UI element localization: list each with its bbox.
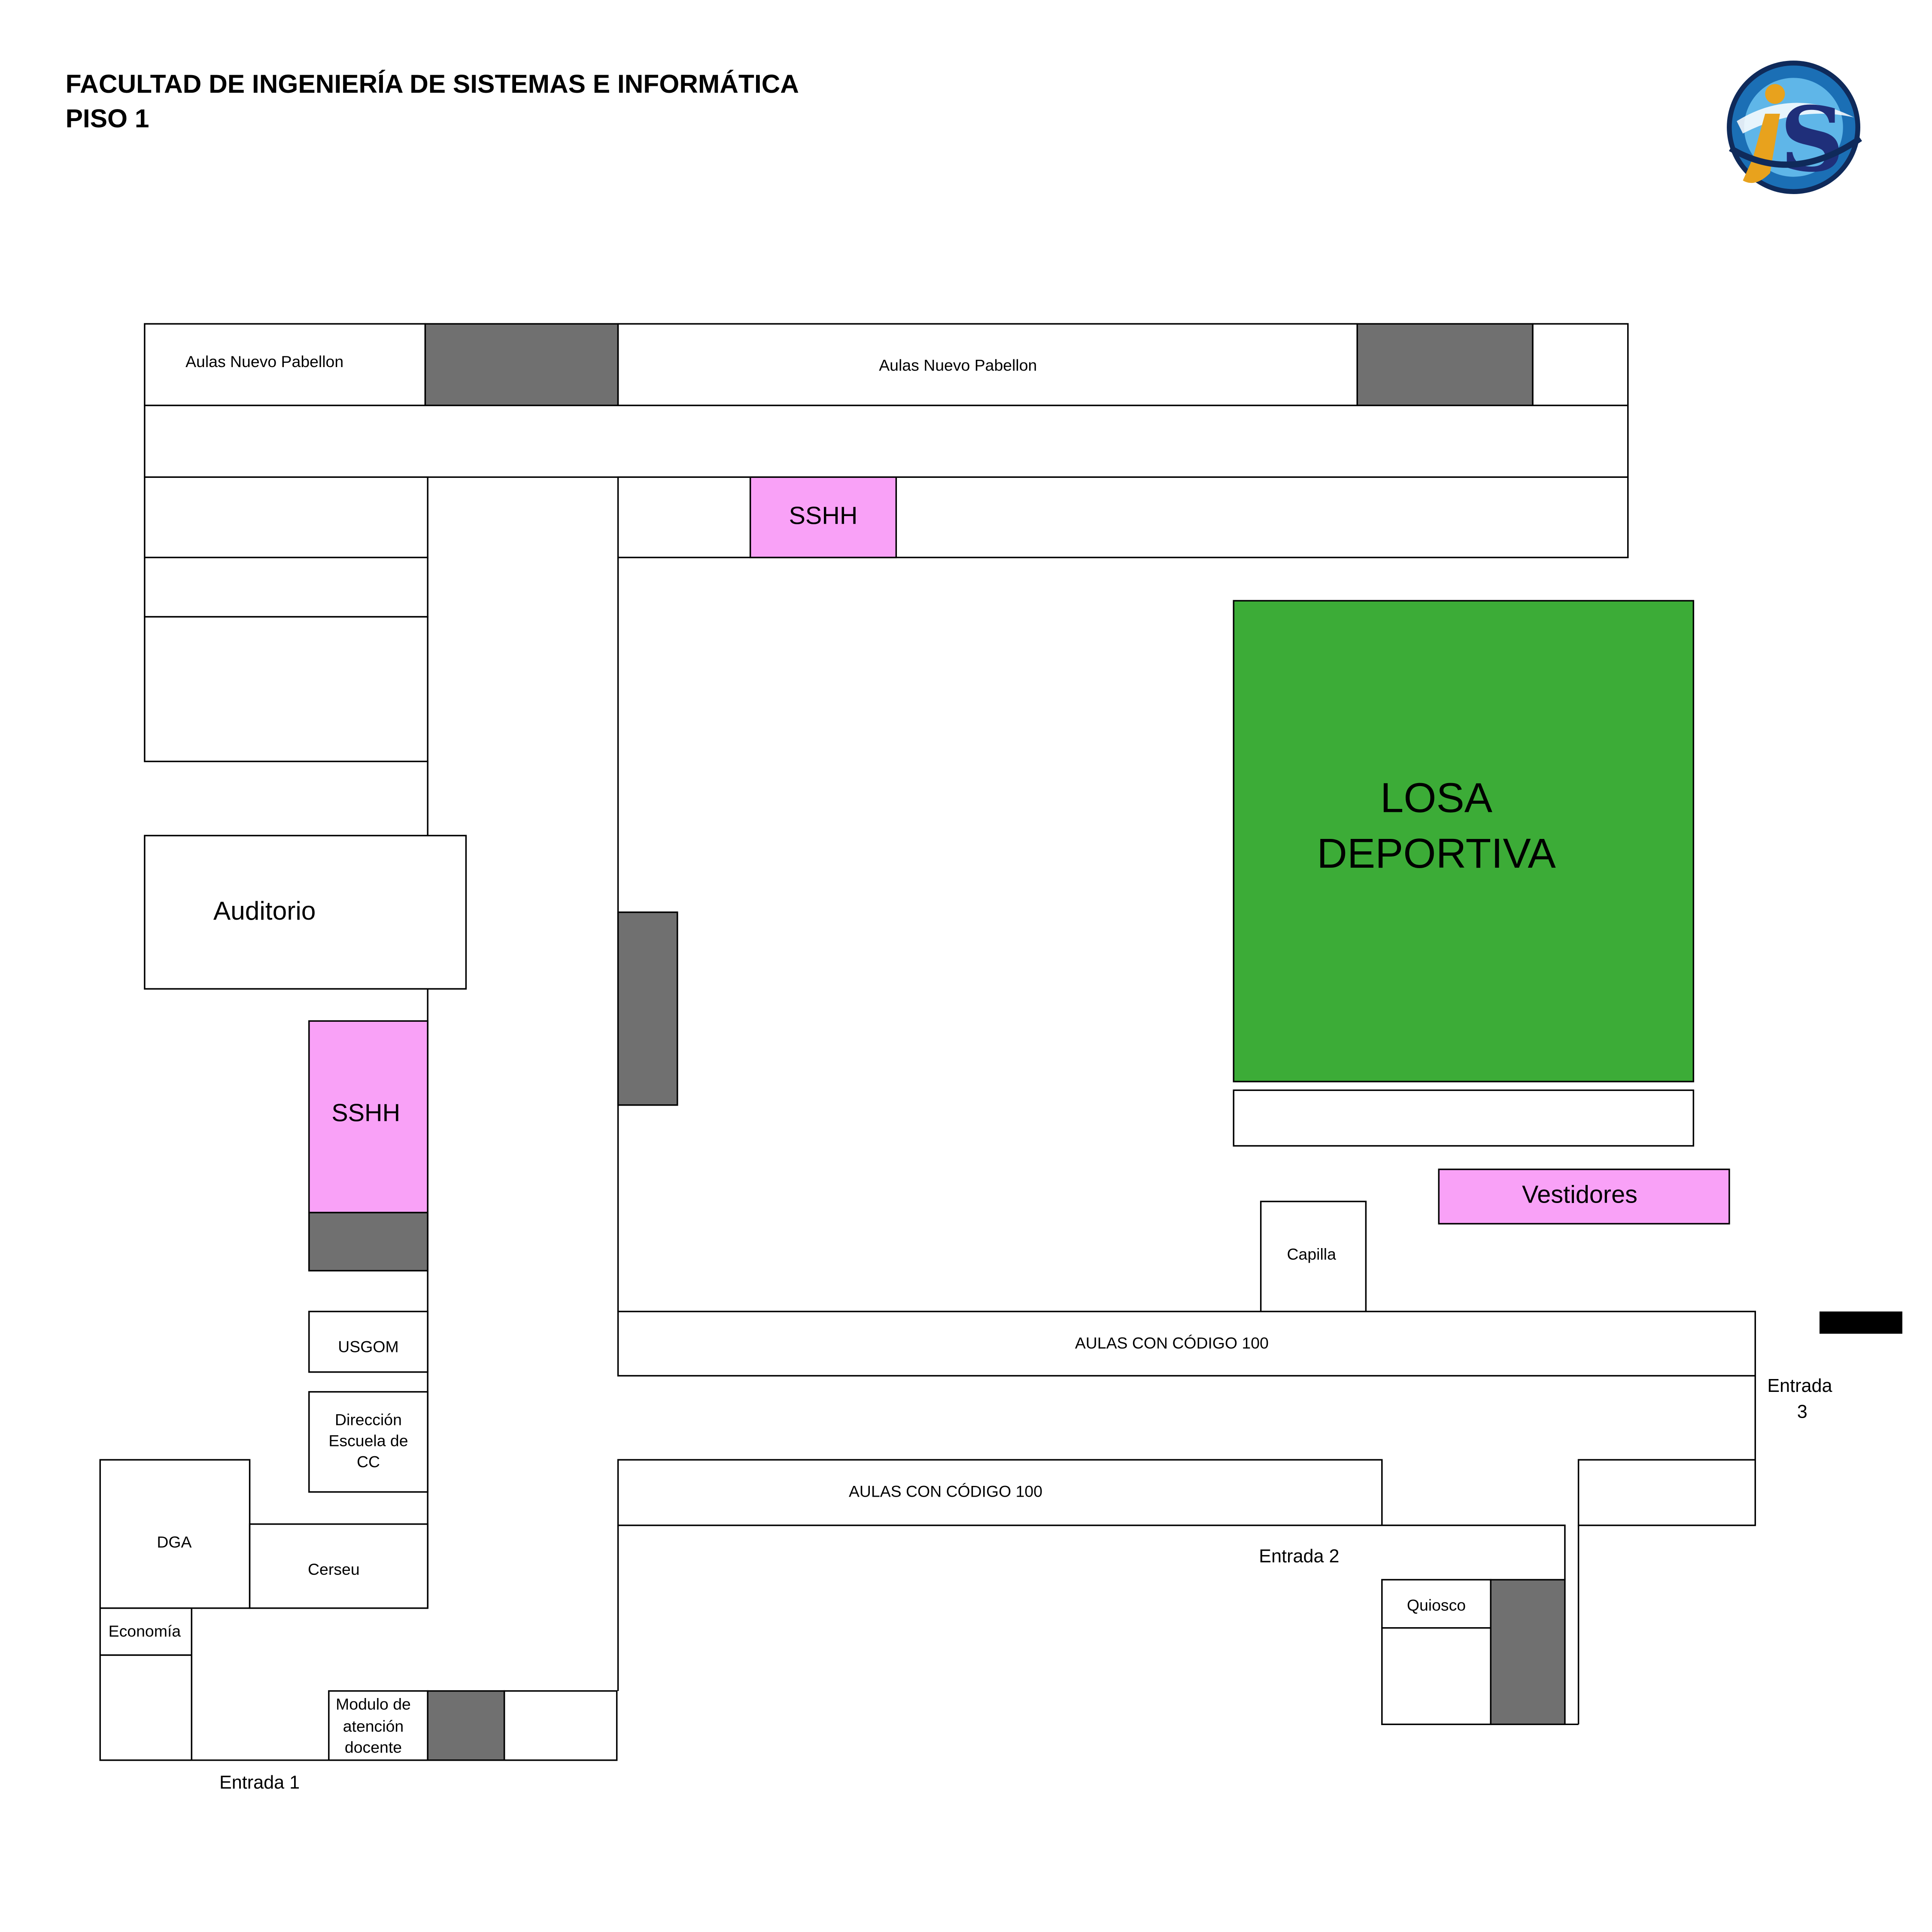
sshh-top-label: SSHH [789,502,857,530]
room-block [1233,1089,1695,1147]
usgom-label: USGOM [338,1338,398,1356]
entrada-3-label-1: Entrada [1767,1376,1832,1396]
capilla-label: Capilla [1287,1245,1337,1263]
sshh-left-label: SSHH [331,1099,400,1127]
direccion-label-2: Escuela de [328,1432,408,1450]
room-block [503,1690,618,1761]
vestidores-label: Vestidores [1522,1181,1637,1208]
corridor-wall [144,557,428,618]
fisi-logo-icon: S [1727,61,1862,194]
room-block [1577,1459,1756,1526]
room-block [144,476,428,559]
usgom: USGOM [308,1310,428,1373]
service-block [427,1690,505,1761]
aulas-nuevo-pabellon-left: Aulas Nuevo Pabellon [144,323,426,407]
service-block [424,323,619,407]
aulas-codigo-100-upper: AULAS CON CÓDIGO 100 [617,1310,1756,1377]
corridor-wall [1382,1525,1566,1580]
service-block [617,911,678,1106]
room-block [99,1654,192,1761]
aulas-codigo-100-lower: AULAS CON CÓDIGO 100 [617,1459,1383,1526]
cerseu: Cerseu [249,1523,428,1609]
dga-label: DGA [157,1533,191,1551]
direccion-escuela-cc: Dirección Escuela de CC [308,1391,428,1493]
entrada-3-marker [1820,1311,1902,1334]
room-block [1532,323,1629,407]
svg-text:S: S [1780,87,1844,191]
economia: Economía [99,1607,192,1656]
cerseu-label: Cerseu [308,1560,360,1578]
page-title: FACULTAD DE INGENIERÍA DE SISTEMAS E INF… [66,69,799,98]
dga: DGA [99,1459,251,1609]
modulo-atencion-docente: Modulo de atención docente [328,1690,428,1761]
capilla: Capilla [1260,1200,1367,1312]
modulo-label-2: atención [343,1717,404,1735]
auditorio: Auditorio [144,835,467,990]
aulas-nuevo-pabellon-center-label: Aulas Nuevo Pabellon [879,356,1037,374]
service-block [308,1212,428,1272]
aulas-nuevo-pabellon-left-label: Aulas Nuevo Pabellon [185,352,343,371]
losa-deportiva: LOSA DEPORTIVA [1233,600,1695,1082]
quiosco: Quiosco [1381,1579,1492,1629]
entrada-2-label: Entrada 2 [1259,1546,1339,1567]
floor-label: PISO 1 [66,104,149,133]
entrada-3-label-2: 3 [1797,1401,1807,1422]
sshh-left: SSHH [308,1020,428,1214]
sshh-top: SSHH [749,476,897,559]
room-block [1381,1627,1492,1725]
direccion-label-1: Dirección [335,1411,402,1429]
room-block [144,616,428,762]
aulas-100-lower-label: AULAS CON CÓDIGO 100 [849,1482,1042,1501]
entrada-1-label: Entrada 1 [219,1772,300,1793]
modulo-label-3: docente [345,1738,402,1756]
quiosco-label: Quiosco [1407,1596,1466,1614]
modulo-label-1: Modulo de [336,1695,411,1713]
auditorio-label: Auditorio [213,896,316,925]
economia-label: Economía [109,1622,181,1640]
direccion-label-3: CC [357,1452,380,1470]
service-block [1356,323,1534,407]
losa-label-2: DEPORTIVA [1317,829,1556,877]
service-block [1490,1579,1566,1725]
vestidores: Vestidores [1438,1168,1730,1225]
losa-label-1: LOSA [1380,774,1493,821]
corridor [144,404,1629,478]
aulas-100-upper-label: AULAS CON CÓDIGO 100 [1075,1334,1269,1352]
aulas-nuevo-pabellon-center: Aulas Nuevo Pabellon [617,323,1358,407]
